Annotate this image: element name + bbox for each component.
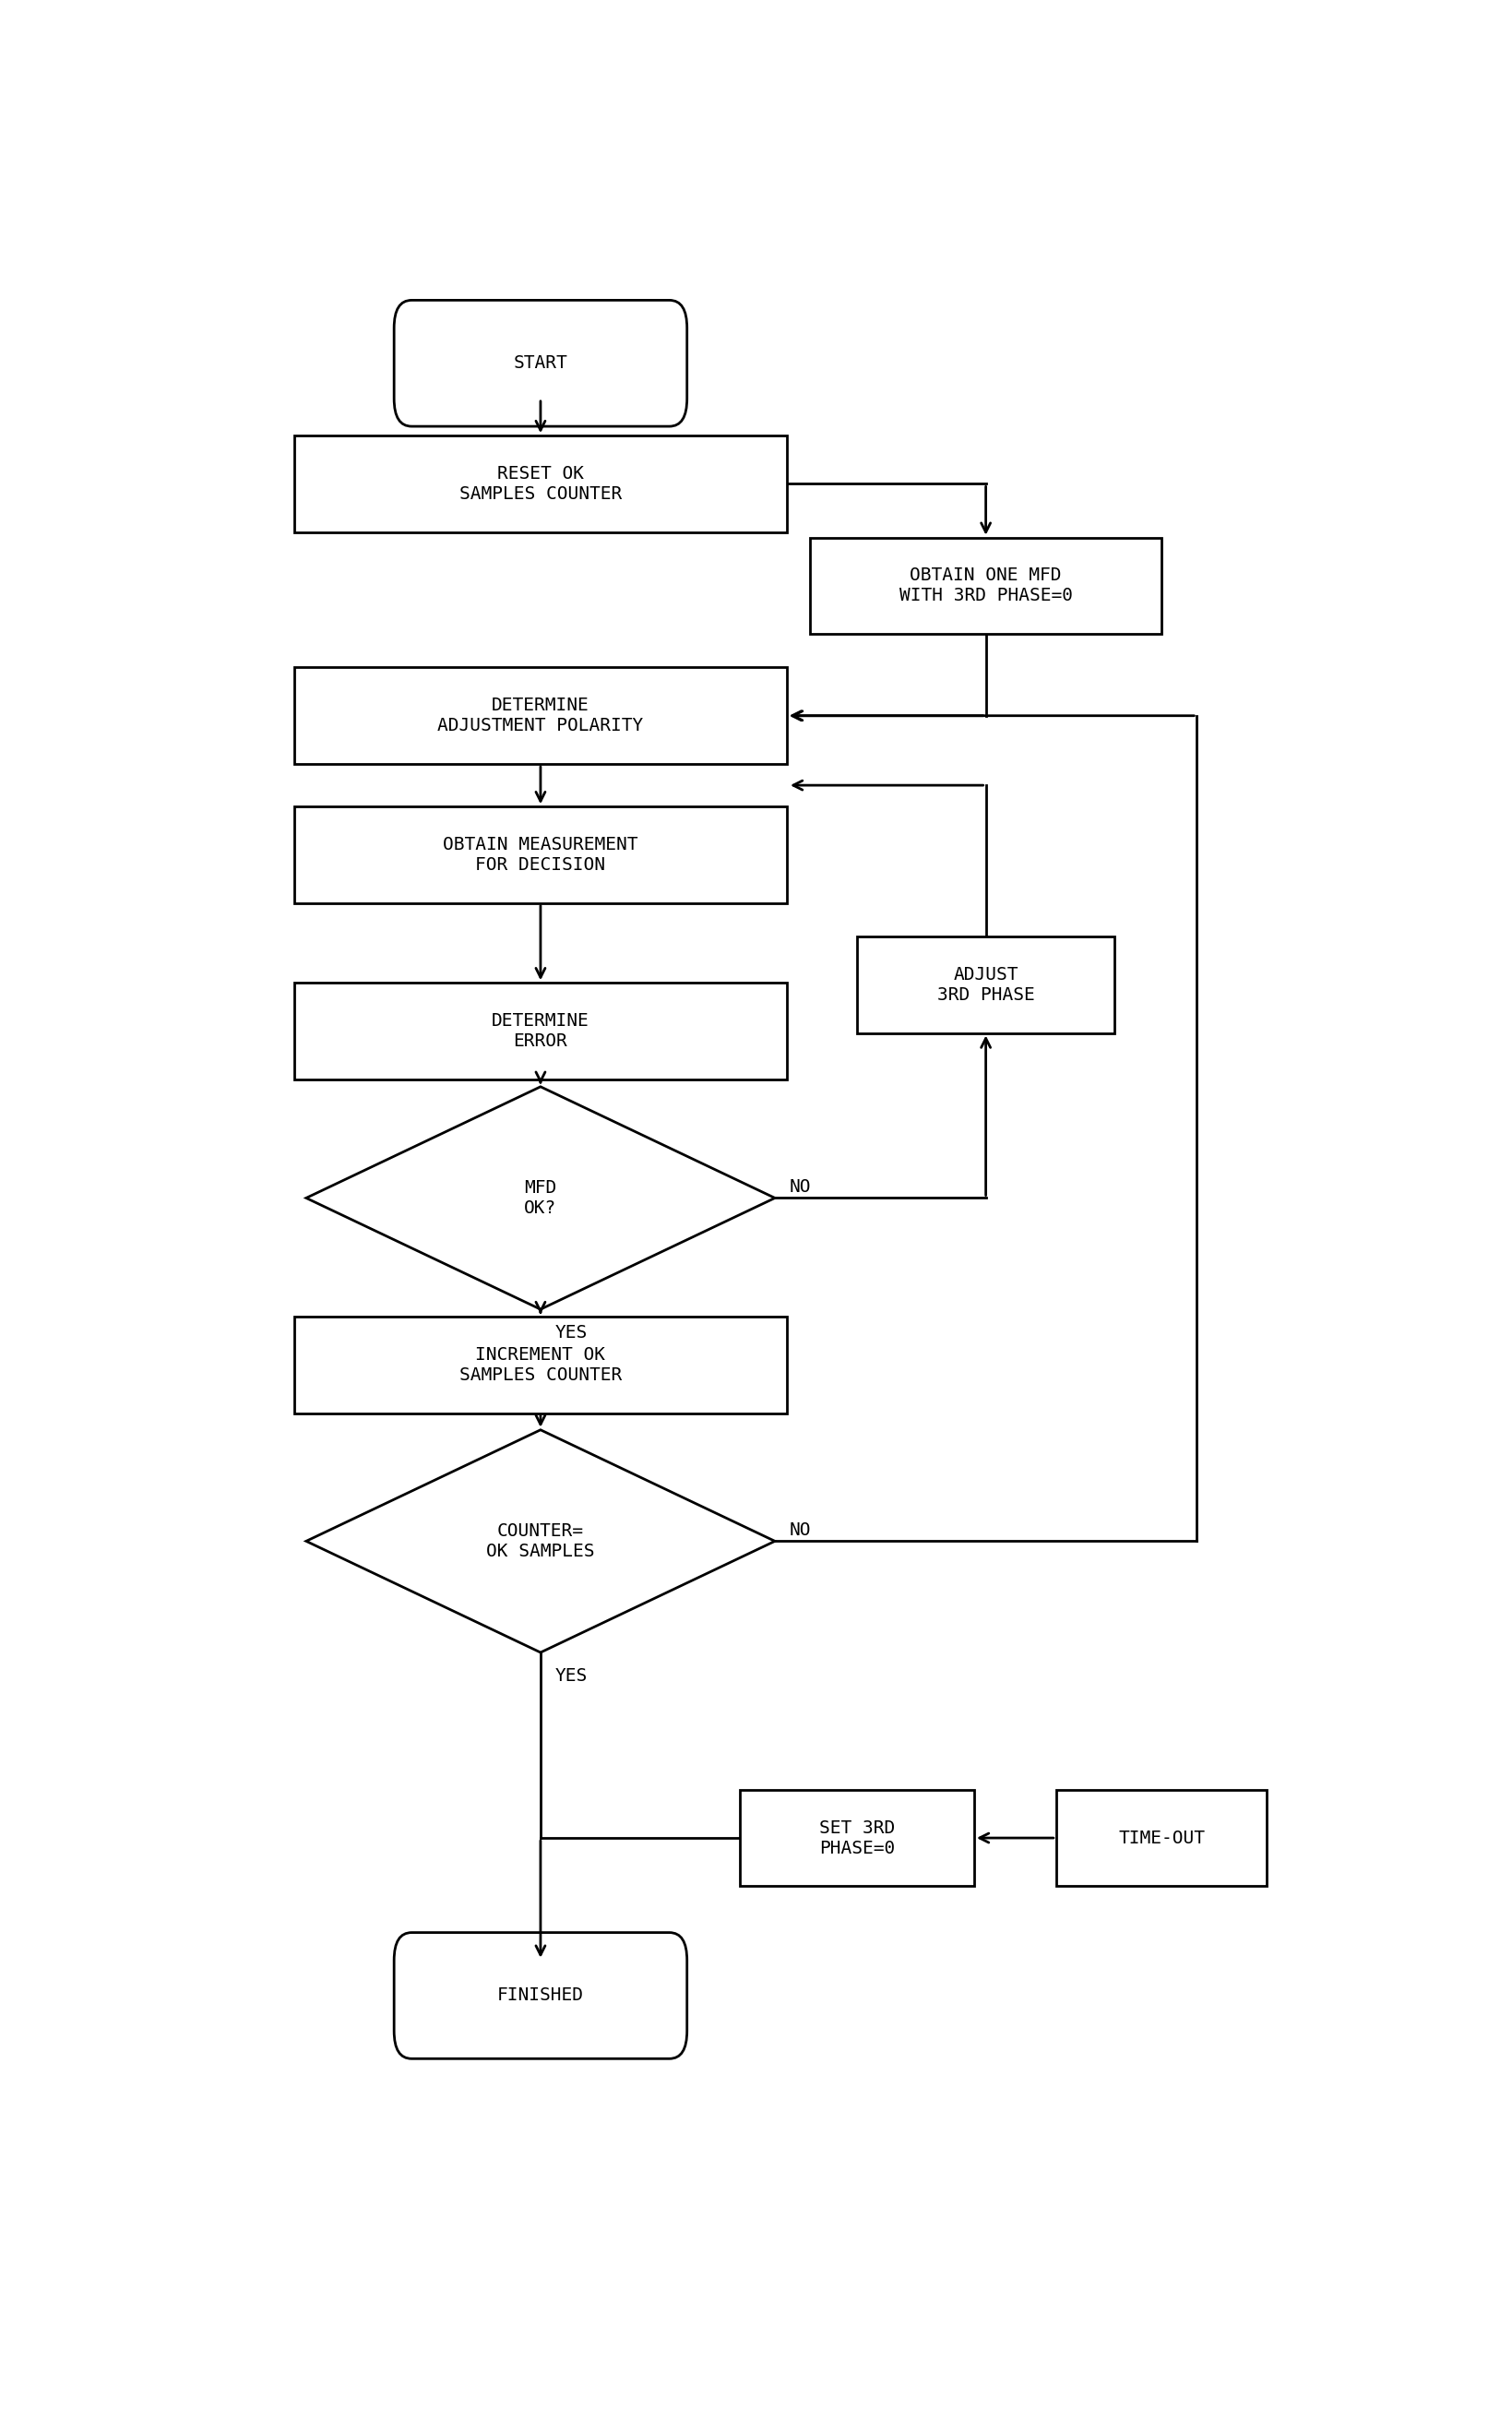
Text: SET 3RD
PHASE=0: SET 3RD PHASE=0: [820, 1819, 895, 1857]
FancyBboxPatch shape: [1055, 1790, 1267, 1886]
FancyBboxPatch shape: [739, 1790, 974, 1886]
Text: OBTAIN ONE MFD
WITH 3RD PHASE=0: OBTAIN ONE MFD WITH 3RD PHASE=0: [900, 566, 1072, 605]
FancyBboxPatch shape: [295, 436, 786, 532]
FancyBboxPatch shape: [295, 983, 786, 1079]
FancyBboxPatch shape: [295, 1318, 786, 1414]
Text: INCREMENT OK
SAMPLES COUNTER: INCREMENT OK SAMPLES COUNTER: [460, 1347, 621, 1383]
Text: COUNTER=
OK SAMPLES: COUNTER= OK SAMPLES: [487, 1522, 594, 1561]
Text: FINISHED: FINISHED: [497, 1987, 584, 2004]
FancyBboxPatch shape: [395, 1932, 686, 2060]
Text: DETERMINE
ADJUSTMENT POLARITY: DETERMINE ADJUSTMENT POLARITY: [437, 696, 644, 735]
FancyBboxPatch shape: [295, 807, 786, 903]
Text: TIME-OUT: TIME-OUT: [1119, 1828, 1205, 1848]
Text: START: START: [514, 354, 567, 371]
Text: MFD
OK?: MFD OK?: [525, 1178, 556, 1217]
Text: DETERMINE
ERROR: DETERMINE ERROR: [491, 1012, 590, 1050]
FancyBboxPatch shape: [810, 537, 1161, 634]
Text: OBTAIN MEASUREMENT
FOR DECISION: OBTAIN MEASUREMENT FOR DECISION: [443, 836, 638, 874]
Text: YES: YES: [555, 1325, 587, 1342]
Polygon shape: [305, 1431, 776, 1653]
Text: YES: YES: [555, 1667, 587, 1684]
FancyBboxPatch shape: [295, 667, 786, 764]
Text: NO: NO: [789, 1178, 810, 1195]
Text: NO: NO: [789, 1520, 810, 1539]
Polygon shape: [305, 1086, 776, 1310]
Text: RESET OK
SAMPLES COUNTER: RESET OK SAMPLES COUNTER: [460, 465, 621, 503]
FancyBboxPatch shape: [395, 301, 686, 426]
FancyBboxPatch shape: [857, 937, 1114, 1033]
Text: ADJUST
3RD PHASE: ADJUST 3RD PHASE: [937, 966, 1034, 1005]
